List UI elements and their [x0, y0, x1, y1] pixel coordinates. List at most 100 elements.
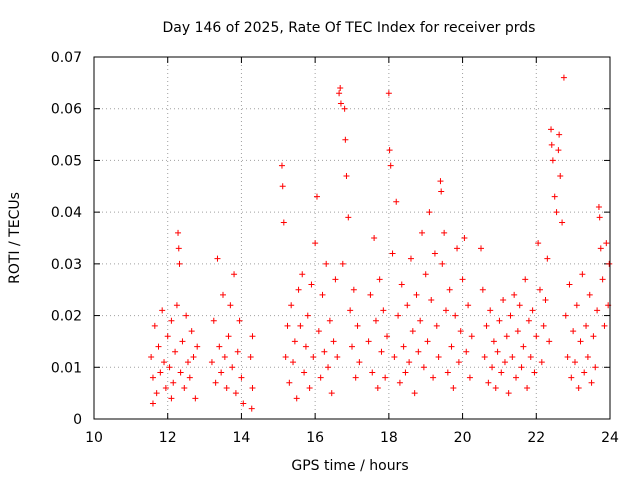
- data-point: [588, 379, 595, 386]
- x-tick-label: 20: [454, 430, 472, 446]
- data-point: [542, 297, 549, 304]
- data-point: [299, 271, 306, 278]
- data-point: [173, 302, 180, 309]
- data-point: [544, 255, 551, 262]
- data-point: [566, 281, 573, 288]
- data-point: [492, 384, 499, 391]
- data-point: [161, 359, 168, 366]
- data-point: [325, 364, 332, 371]
- data-point: [312, 240, 319, 247]
- data-point: [155, 343, 162, 350]
- data-point: [428, 297, 435, 304]
- data-point: [592, 364, 599, 371]
- data-point: [531, 369, 538, 376]
- data-point: [490, 338, 497, 345]
- data-point: [581, 369, 588, 376]
- data-point: [337, 100, 344, 107]
- data-point: [433, 322, 440, 329]
- data-point: [463, 348, 470, 355]
- data-point: [439, 260, 446, 267]
- data-point: [284, 322, 291, 329]
- data-point: [308, 281, 315, 288]
- data-point: [384, 333, 391, 340]
- axis-ticks: [93, 56, 611, 420]
- data-point: [536, 286, 543, 293]
- data-point: [369, 369, 376, 376]
- data-point: [382, 374, 389, 381]
- data-point: [549, 157, 556, 164]
- data-point: [457, 328, 464, 335]
- data-point: [349, 343, 355, 350]
- data-point: [372, 317, 379, 324]
- data-point: [511, 291, 518, 298]
- data-point: [520, 343, 527, 350]
- data-point: [466, 374, 473, 381]
- data-point: [220, 291, 226, 298]
- data-point: [518, 364, 525, 371]
- data-point: [328, 390, 335, 397]
- data-point: [527, 353, 534, 360]
- data-point: [350, 286, 357, 293]
- x-tick-label: 24: [601, 430, 619, 446]
- data-point: [227, 302, 234, 309]
- data-point: [396, 379, 403, 386]
- data-point: [514, 328, 521, 335]
- chart-title: Day 146 of 2025, Rate Of TEC Index for r…: [163, 20, 536, 36]
- data-point: [290, 359, 297, 366]
- data-point: [317, 374, 324, 381]
- data-point: [579, 271, 586, 278]
- data-point: [406, 359, 413, 366]
- data-point: [442, 307, 449, 314]
- data-point: [556, 131, 563, 138]
- x-tick-label: 12: [159, 430, 177, 446]
- data-point: [452, 312, 459, 319]
- data-point: [175, 245, 182, 252]
- data-point: [560, 74, 567, 81]
- data-point: [319, 291, 326, 298]
- data-point: [168, 395, 175, 402]
- data-point: [595, 203, 602, 210]
- data-point: [524, 384, 531, 391]
- data-point: [498, 369, 505, 376]
- y-axis-label: ROTI / TECUs: [7, 192, 23, 284]
- data-point: [234, 348, 241, 355]
- data-point: [393, 198, 400, 205]
- data-point: [293, 395, 300, 402]
- data-point: [599, 276, 606, 283]
- data-point: [341, 105, 348, 112]
- data-point: [194, 343, 201, 350]
- y-tick-label: 0.02: [51, 309, 82, 325]
- data-point: [478, 245, 484, 252]
- x-axis-label: GPS time / hours: [291, 458, 408, 474]
- data-point: [208, 359, 215, 366]
- data-point: [411, 390, 418, 397]
- data-point: [288, 302, 295, 309]
- data-point: [559, 219, 566, 226]
- data-point: [352, 374, 359, 381]
- data-point: [387, 162, 394, 169]
- data-point: [347, 307, 354, 314]
- data-point: [424, 338, 431, 345]
- data-point: [594, 307, 601, 314]
- data-point: [342, 136, 349, 143]
- data-point: [216, 343, 223, 350]
- data-point: [170, 379, 177, 386]
- x-tick-label: 18: [380, 430, 398, 446]
- data-point: [431, 250, 438, 257]
- data-point: [564, 353, 571, 360]
- data-point: [468, 333, 475, 340]
- data-points: [148, 74, 613, 412]
- data-point: [430, 374, 437, 381]
- data-point: [336, 90, 343, 97]
- data-point: [172, 348, 179, 355]
- data-point: [166, 364, 173, 371]
- data-point: [446, 286, 453, 293]
- data-point: [238, 374, 245, 381]
- data-point: [481, 353, 488, 360]
- data-point: [525, 317, 532, 324]
- data-point: [409, 328, 416, 335]
- data-point: [175, 229, 182, 236]
- data-point: [500, 297, 507, 304]
- data-point: [159, 307, 166, 314]
